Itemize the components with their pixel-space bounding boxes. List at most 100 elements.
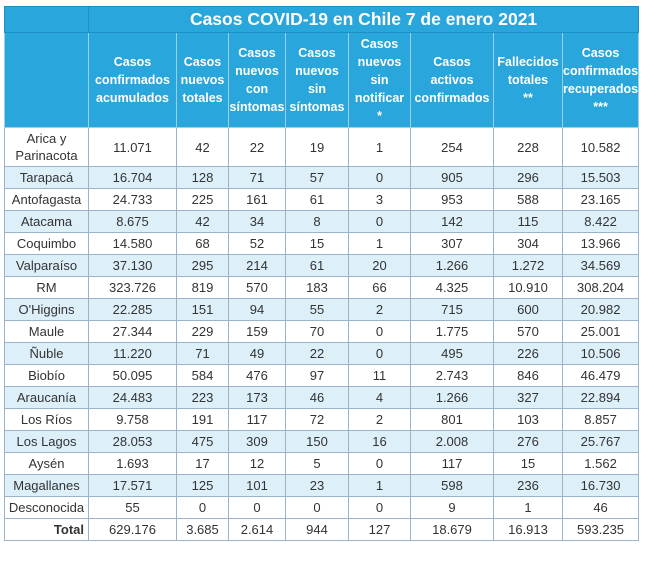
cell-value: 23.165 — [561, 188, 640, 211]
table-row: Tarapacá 16.704 128 71 57 0 905 296 15.503 — [4, 166, 640, 189]
cell-value: 8.857 — [561, 408, 640, 431]
column-header: Casos nuevos sin síntomas — [285, 32, 349, 128]
region-name: RM — [4, 276, 89, 299]
cell-value: 11.071 — [88, 127, 177, 167]
cell-value: 953 — [410, 188, 494, 211]
cell-value: 117 — [228, 408, 286, 431]
cell-value: 23 — [285, 474, 349, 497]
cell-value: 20.982 — [561, 298, 640, 321]
table-row: Desconocida 55 0 0 0 0 9 1 46 — [4, 496, 640, 519]
cell-value: 214 — [228, 254, 286, 277]
total-value: 127 — [348, 518, 411, 541]
cell-value: 295 — [176, 254, 229, 277]
cell-value: 0 — [348, 210, 411, 233]
cell-value: 125 — [176, 474, 229, 497]
cell-value: 495 — [410, 342, 494, 365]
cell-value: 1.272 — [493, 254, 563, 277]
cell-value: 151 — [176, 298, 229, 321]
cell-value: 1 — [348, 127, 411, 167]
cell-value: 28.053 — [88, 430, 177, 453]
cell-value: 228 — [493, 127, 563, 167]
region-name: Tarapacá — [4, 166, 89, 189]
total-row: Total 629.176 3.685 2.614 944 127 18.679 16.913… — [4, 518, 640, 541]
cell-value: 570 — [228, 276, 286, 299]
cell-value: 0 — [348, 320, 411, 343]
cell-value: 1 — [348, 474, 411, 497]
cell-value: 142 — [410, 210, 494, 233]
cell-value: 101 — [228, 474, 286, 497]
total-value: 944 — [285, 518, 349, 541]
cell-value: 57 — [285, 166, 349, 189]
cell-value: 819 — [176, 276, 229, 299]
table-row: Maule 27.344 229 159 70 0 1.775 570 25.001 — [4, 320, 640, 343]
cell-value: 19 — [285, 127, 349, 167]
table-title: Casos COVID-19 en Chile 7 de enero 2021 — [87, 6, 640, 33]
total-value: 593.235 — [561, 518, 640, 541]
table-row: Arica y Parinacota 11.071 42 22 19 1 254 228 10.… — [4, 127, 640, 167]
table-row: Magallanes 17.571 125 101 23 1 598 236 16.730 — [4, 474, 640, 497]
cell-value: 115 — [493, 210, 563, 233]
column-header: Casos nuevos sin notificar * — [348, 32, 411, 128]
cell-value: 9.758 — [88, 408, 177, 431]
cell-value: 10.910 — [493, 276, 563, 299]
cell-value: 1.775 — [410, 320, 494, 343]
cell-value: 17 — [176, 452, 229, 475]
cell-value: 2.743 — [410, 364, 494, 387]
table-row: Biobío 50.095 584 476 97 11 2.743 846 46.479 — [4, 364, 640, 387]
cell-value: 46.479 — [561, 364, 640, 387]
cell-value: 13.966 — [561, 232, 640, 255]
region-name: Ñuble — [4, 342, 89, 365]
cell-value: 3 — [348, 188, 411, 211]
cell-value: 0 — [348, 496, 411, 519]
cell-value: 12 — [228, 452, 286, 475]
table-row: Atacama 8.675 42 34 8 0 142 115 8.422 — [4, 210, 640, 233]
cell-value: 103 — [493, 408, 563, 431]
cell-value: 42 — [176, 210, 229, 233]
cell-value: 191 — [176, 408, 229, 431]
cell-value: 25.767 — [561, 430, 640, 453]
total-value: 2.614 — [228, 518, 286, 541]
cell-value: 159 — [228, 320, 286, 343]
cell-value: 16.704 — [88, 166, 177, 189]
table-row: Los Ríos 9.758 191 117 72 2 801 103 8.857 — [4, 408, 640, 431]
cell-value: 307 — [410, 232, 494, 255]
region-name: Aysén — [4, 452, 89, 475]
cell-value: 14.580 — [88, 232, 177, 255]
cell-value: 42 — [176, 127, 229, 167]
cell-value: 15 — [493, 452, 563, 475]
cell-value: 475 — [176, 430, 229, 453]
cell-value: 600 — [493, 298, 563, 321]
cell-value: 1.693 — [88, 452, 177, 475]
table-row: Aysén 1.693 17 12 5 0 117 15 1.562 — [4, 452, 640, 475]
cell-value: 16.730 — [561, 474, 640, 497]
cell-value: 570 — [493, 320, 563, 343]
cell-value: 27.344 — [88, 320, 177, 343]
table-row: RM 323.726 819 570 183 66 4.325 10.910 308.204 — [4, 276, 640, 299]
covid-cases-table: Casos COVID-19 en Chile 7 de enero 2021 … — [4, 6, 640, 541]
cell-value: 9 — [410, 496, 494, 519]
cell-value: 0 — [176, 496, 229, 519]
column-header: Casos nuevos con síntomas — [228, 32, 286, 128]
cell-value: 1 — [348, 232, 411, 255]
cell-value: 161 — [228, 188, 286, 211]
region-name: Antofagasta — [4, 188, 89, 211]
cell-value: 10.582 — [561, 127, 640, 167]
cell-value: 71 — [176, 342, 229, 365]
cell-value: 22.285 — [88, 298, 177, 321]
cell-value: 8.422 — [561, 210, 640, 233]
cell-value: 223 — [176, 386, 229, 409]
column-header: Casos nuevos totales — [176, 32, 229, 128]
cell-value: 24.733 — [88, 188, 177, 211]
cell-value: 94 — [228, 298, 286, 321]
cell-value: 11 — [348, 364, 411, 387]
cell-value: 22 — [228, 127, 286, 167]
cell-value: 1.266 — [410, 254, 494, 277]
total-value: 3.685 — [176, 518, 229, 541]
region-name: Valparaíso — [4, 254, 89, 277]
cell-value: 71 — [228, 166, 286, 189]
cell-value: 22 — [285, 342, 349, 365]
cell-value: 68 — [176, 232, 229, 255]
title-corner-cell — [4, 6, 89, 33]
cell-value: 4 — [348, 386, 411, 409]
cell-value: 296 — [493, 166, 563, 189]
